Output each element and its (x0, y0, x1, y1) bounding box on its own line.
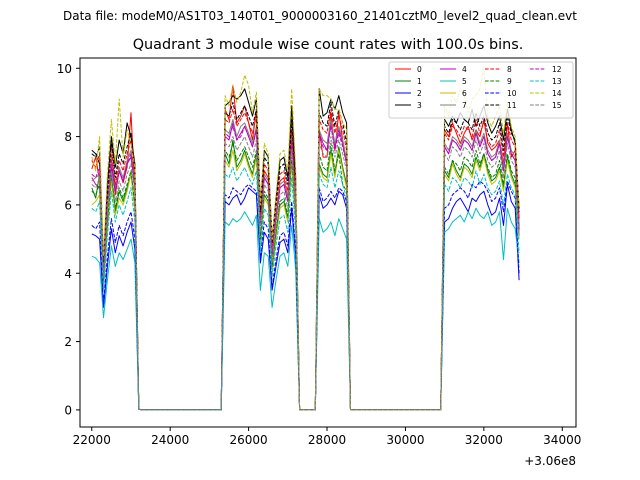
x-tick-label: 30000 (386, 433, 424, 447)
y-tick-label: 2 (64, 335, 72, 349)
y-tick-label: 10 (57, 62, 72, 76)
x-tick-label: 32000 (465, 433, 503, 447)
plot-area: 22000 24000 26000 28000 30000 32000 34000 0 2 4 6… (57, 57, 581, 468)
legend-label-7: 7 (462, 101, 467, 110)
x-tick-label: 34000 (543, 433, 581, 447)
legend-label-0: 0 (417, 65, 422, 74)
legend-label-8: 8 (507, 65, 512, 74)
y-tick-label: 6 (64, 198, 72, 212)
legend-label-2: 2 (417, 89, 422, 98)
series-line-15 (91, 136, 520, 411)
x-tick-label: 26000 (230, 433, 268, 447)
legend-label-10: 10 (507, 89, 517, 98)
legend-label-13: 13 (552, 77, 562, 86)
legend-label-15: 15 (552, 101, 562, 110)
x-tick-label: 28000 (308, 433, 346, 447)
y-axis: 0 2 4 6 8 10 (57, 62, 80, 417)
suptitle: Data file: modeM0/AS1T03_140T01_90000031… (63, 9, 577, 23)
legend-label-11: 11 (507, 101, 517, 110)
series-line-13 (91, 166, 520, 411)
y-tick-label: 4 (64, 267, 72, 281)
x-offset-label: +3.06e8 (524, 454, 576, 468)
legend-label-1: 1 (417, 77, 422, 86)
chart-title: Quadrant 3 module wise count rates with … (133, 37, 524, 53)
x-tick-label: 24000 (151, 433, 189, 447)
axes-frame (79, 57, 577, 428)
x-tick-label: 22000 (73, 433, 111, 447)
legend-label-5: 5 (462, 77, 467, 86)
legend-label-14: 14 (552, 89, 562, 98)
y-tick-label: 8 (64, 130, 72, 144)
legend-label-6: 6 (462, 89, 467, 98)
y-tick-label: 0 (64, 403, 72, 417)
legend-frame (388, 61, 574, 119)
x-axis: 22000 24000 26000 28000 30000 32000 34000 (73, 427, 581, 447)
legend-label-3: 3 (417, 101, 422, 110)
legend-label-9: 9 (507, 77, 512, 86)
legend-label-12: 12 (552, 65, 562, 74)
legend-label-4: 4 (462, 65, 467, 74)
